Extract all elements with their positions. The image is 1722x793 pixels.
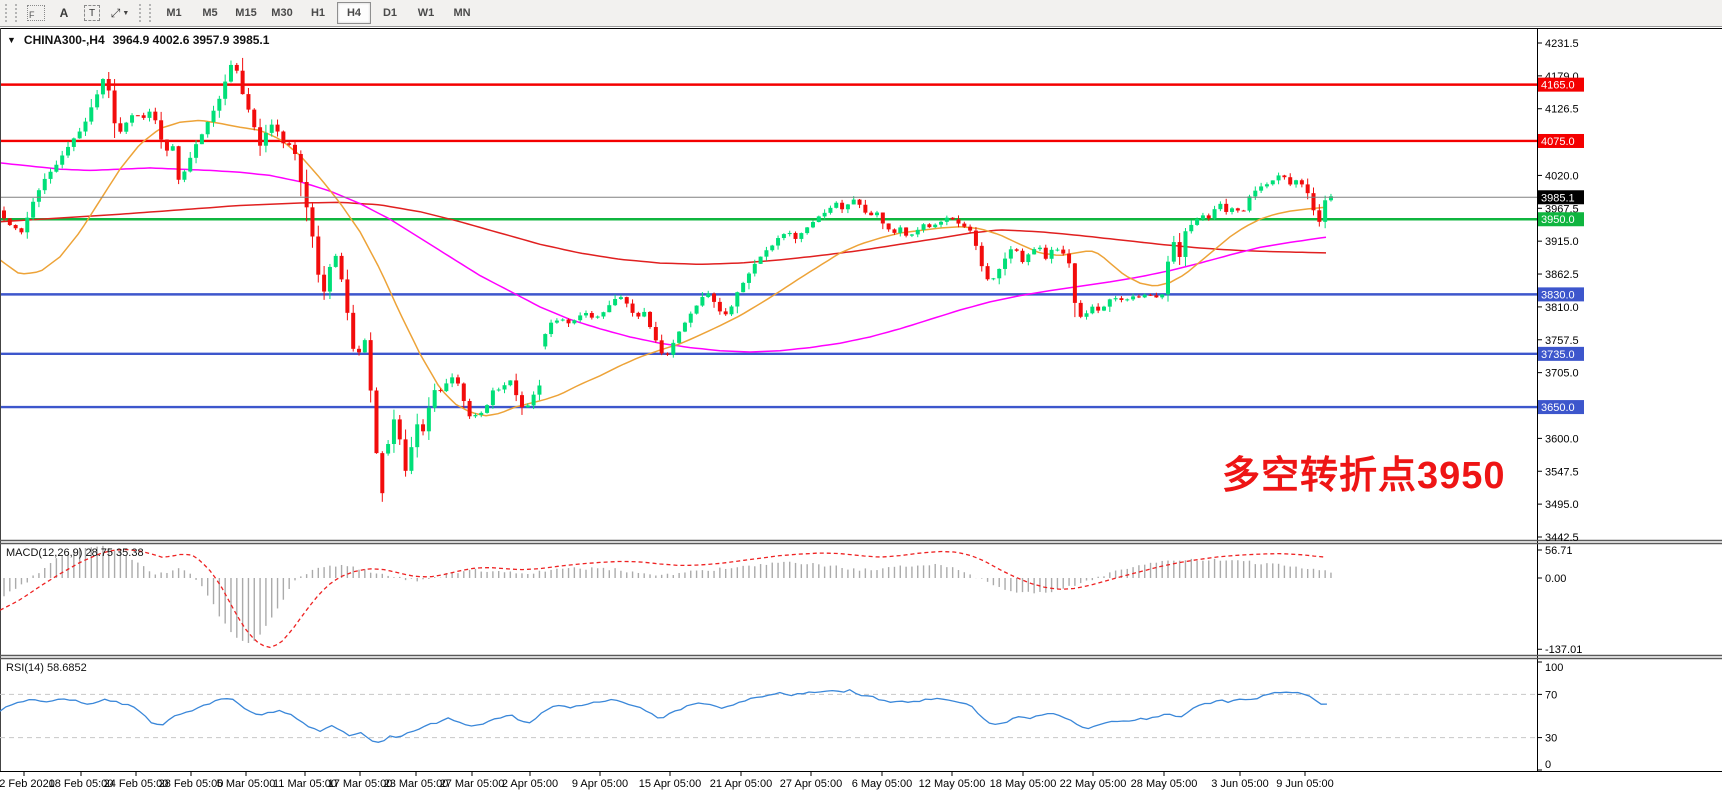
svg-text:4126.5: 4126.5 xyxy=(1545,104,1579,116)
svg-text:3950.0: 3950.0 xyxy=(1541,214,1575,226)
time-axis[interactable] xyxy=(0,771,1537,793)
svg-text:15 Apr 05:00: 15 Apr 05:00 xyxy=(639,778,701,790)
svg-text:17 Mar 05:00: 17 Mar 05:00 xyxy=(328,778,393,790)
rsi-panel[interactable] xyxy=(0,659,1537,770)
svg-text:27 Apr 05:00: 27 Apr 05:00 xyxy=(780,778,842,790)
svg-text:3 Jun 05:00: 3 Jun 05:00 xyxy=(1211,778,1269,790)
svg-text:3495.0: 3495.0 xyxy=(1545,499,1579,511)
svg-text:12 May 05:00: 12 May 05:00 xyxy=(919,778,986,790)
fibonacci-icon: F xyxy=(27,5,45,21)
svg-text:27 Mar 05:00: 27 Mar 05:00 xyxy=(440,778,505,790)
ohlc-values: 3964.9 4002.6 3957.9 3985.1 xyxy=(112,33,270,47)
svg-text:30: 30 xyxy=(1545,733,1557,745)
timeframe-button-m30[interactable]: M30 xyxy=(271,7,293,19)
timeframe-group-handle[interactable] xyxy=(139,4,151,22)
price-axis[interactable] xyxy=(1537,28,1722,771)
svg-text:28 Feb 05:00: 28 Feb 05:00 xyxy=(159,778,224,790)
chart-annotation-text: 多空转折点3950 xyxy=(1222,455,1506,497)
ma-red xyxy=(0,201,1327,266)
symbol-title: CHINA300-,H4 xyxy=(23,33,105,47)
svg-text:4165.0: 4165.0 xyxy=(1541,80,1575,92)
svg-text:28 May 05:00: 28 May 05:00 xyxy=(1131,778,1198,790)
fibonacci-tool-button[interactable]: F xyxy=(22,1,50,25)
timeframe-button-group: M1 M5 M15 M30 H1 H4 D1 W1 MN xyxy=(156,0,480,27)
svg-text:23 Mar 05:00: 23 Mar 05:00 xyxy=(384,778,449,790)
arrows-icon: ⤢ xyxy=(110,5,121,20)
timeframe-button-w1[interactable]: W1 xyxy=(417,7,435,19)
svg-text:4231.5: 4231.5 xyxy=(1545,38,1579,50)
macd-label: MACD(12,26,9) 28.75 35.38 xyxy=(6,547,144,559)
svg-text:3985.1: 3985.1 xyxy=(1541,192,1575,204)
chart-header: ▼ CHINA300-,H4 3964.9 4002.6 3957.9 3985… xyxy=(7,33,269,47)
svg-text:21 Apr 05:00: 21 Apr 05:00 xyxy=(710,778,772,790)
svg-text:4075.0: 4075.0 xyxy=(1541,136,1575,148)
text-label-icon: A xyxy=(59,6,69,20)
svg-text:3442.5: 3442.5 xyxy=(1545,532,1579,544)
svg-text:3915.0: 3915.0 xyxy=(1545,236,1579,248)
svg-text:18 May 05:00: 18 May 05:00 xyxy=(990,778,1057,790)
svg-text:12 Feb 2020: 12 Feb 2020 xyxy=(0,778,55,790)
toolbar: F A T ⤢ ▼ M1 M5 M15 M30 H1 H4 D1 W1 MN xyxy=(0,0,1722,27)
svg-text:2 Apr 05:00: 2 Apr 05:00 xyxy=(502,778,558,790)
rsi-label: RSI(14) 58.6852 xyxy=(6,662,87,674)
svg-text:9 Apr 05:00: 9 Apr 05:00 xyxy=(572,778,628,790)
text-box-icon: T xyxy=(84,5,100,21)
svg-text:6 May 05:00: 6 May 05:00 xyxy=(852,778,913,790)
svg-text:3650.0: 3650.0 xyxy=(1541,402,1575,414)
text-box-tool-button[interactable]: T xyxy=(78,1,106,25)
timeframe-button-h4[interactable]: H4 xyxy=(337,2,371,24)
timeframe-button-m5[interactable]: M5 xyxy=(202,7,218,19)
timeframe-button-mn[interactable]: MN xyxy=(453,7,471,19)
timeframe-button-m15[interactable]: M15 xyxy=(235,7,257,19)
svg-text:-137.01: -137.01 xyxy=(1545,644,1582,656)
timeframe-button-m1[interactable]: M1 xyxy=(166,7,182,19)
svg-text:3810.0: 3810.0 xyxy=(1545,302,1579,314)
svg-text:4020.0: 4020.0 xyxy=(1545,170,1579,182)
svg-text:70: 70 xyxy=(1545,689,1557,701)
svg-text:18 Feb 05:00: 18 Feb 05:00 xyxy=(49,778,114,790)
timeframe-button-h1[interactable]: H1 xyxy=(310,7,326,19)
svg-text:3830.0: 3830.0 xyxy=(1541,289,1575,301)
svg-text:0: 0 xyxy=(1545,759,1551,771)
svg-text:3735.0: 3735.0 xyxy=(1541,349,1575,361)
svg-text:22 May 05:00: 22 May 05:00 xyxy=(1060,778,1127,790)
svg-text:56.71: 56.71 xyxy=(1545,545,1573,557)
svg-text:3862.5: 3862.5 xyxy=(1545,269,1579,281)
svg-text:11 Mar 05:00: 11 Mar 05:00 xyxy=(273,778,337,790)
svg-text:3547.5: 3547.5 xyxy=(1545,466,1579,478)
svg-text:3757.5: 3757.5 xyxy=(1545,335,1579,347)
svg-text:24 Feb 05:00: 24 Feb 05:00 xyxy=(104,778,169,790)
svg-text:9 Jun 05:00: 9 Jun 05:00 xyxy=(1276,778,1334,790)
text-label-tool-button[interactable]: A xyxy=(50,1,78,25)
symbol-dropdown-caret-icon[interactable]: ▼ xyxy=(7,35,16,45)
svg-text:100: 100 xyxy=(1545,662,1563,674)
timeframe-button-d1[interactable]: D1 xyxy=(382,7,398,19)
svg-text:5 Mar 05:00: 5 Mar 05:00 xyxy=(217,778,276,790)
svg-text:0.00: 0.00 xyxy=(1545,573,1566,585)
dropdown-caret-icon[interactable]: ▼ xyxy=(122,9,130,17)
toolbar-drag-handle[interactable] xyxy=(5,4,17,22)
arrows-tool-button[interactable]: ⤢ ▼ xyxy=(106,1,134,25)
rsi-line xyxy=(0,688,1327,743)
macd-panel[interactable] xyxy=(0,544,1537,655)
macd-signal-line xyxy=(0,548,1327,649)
svg-text:3600.0: 3600.0 xyxy=(1545,433,1579,445)
svg-text:3705.0: 3705.0 xyxy=(1545,368,1579,380)
